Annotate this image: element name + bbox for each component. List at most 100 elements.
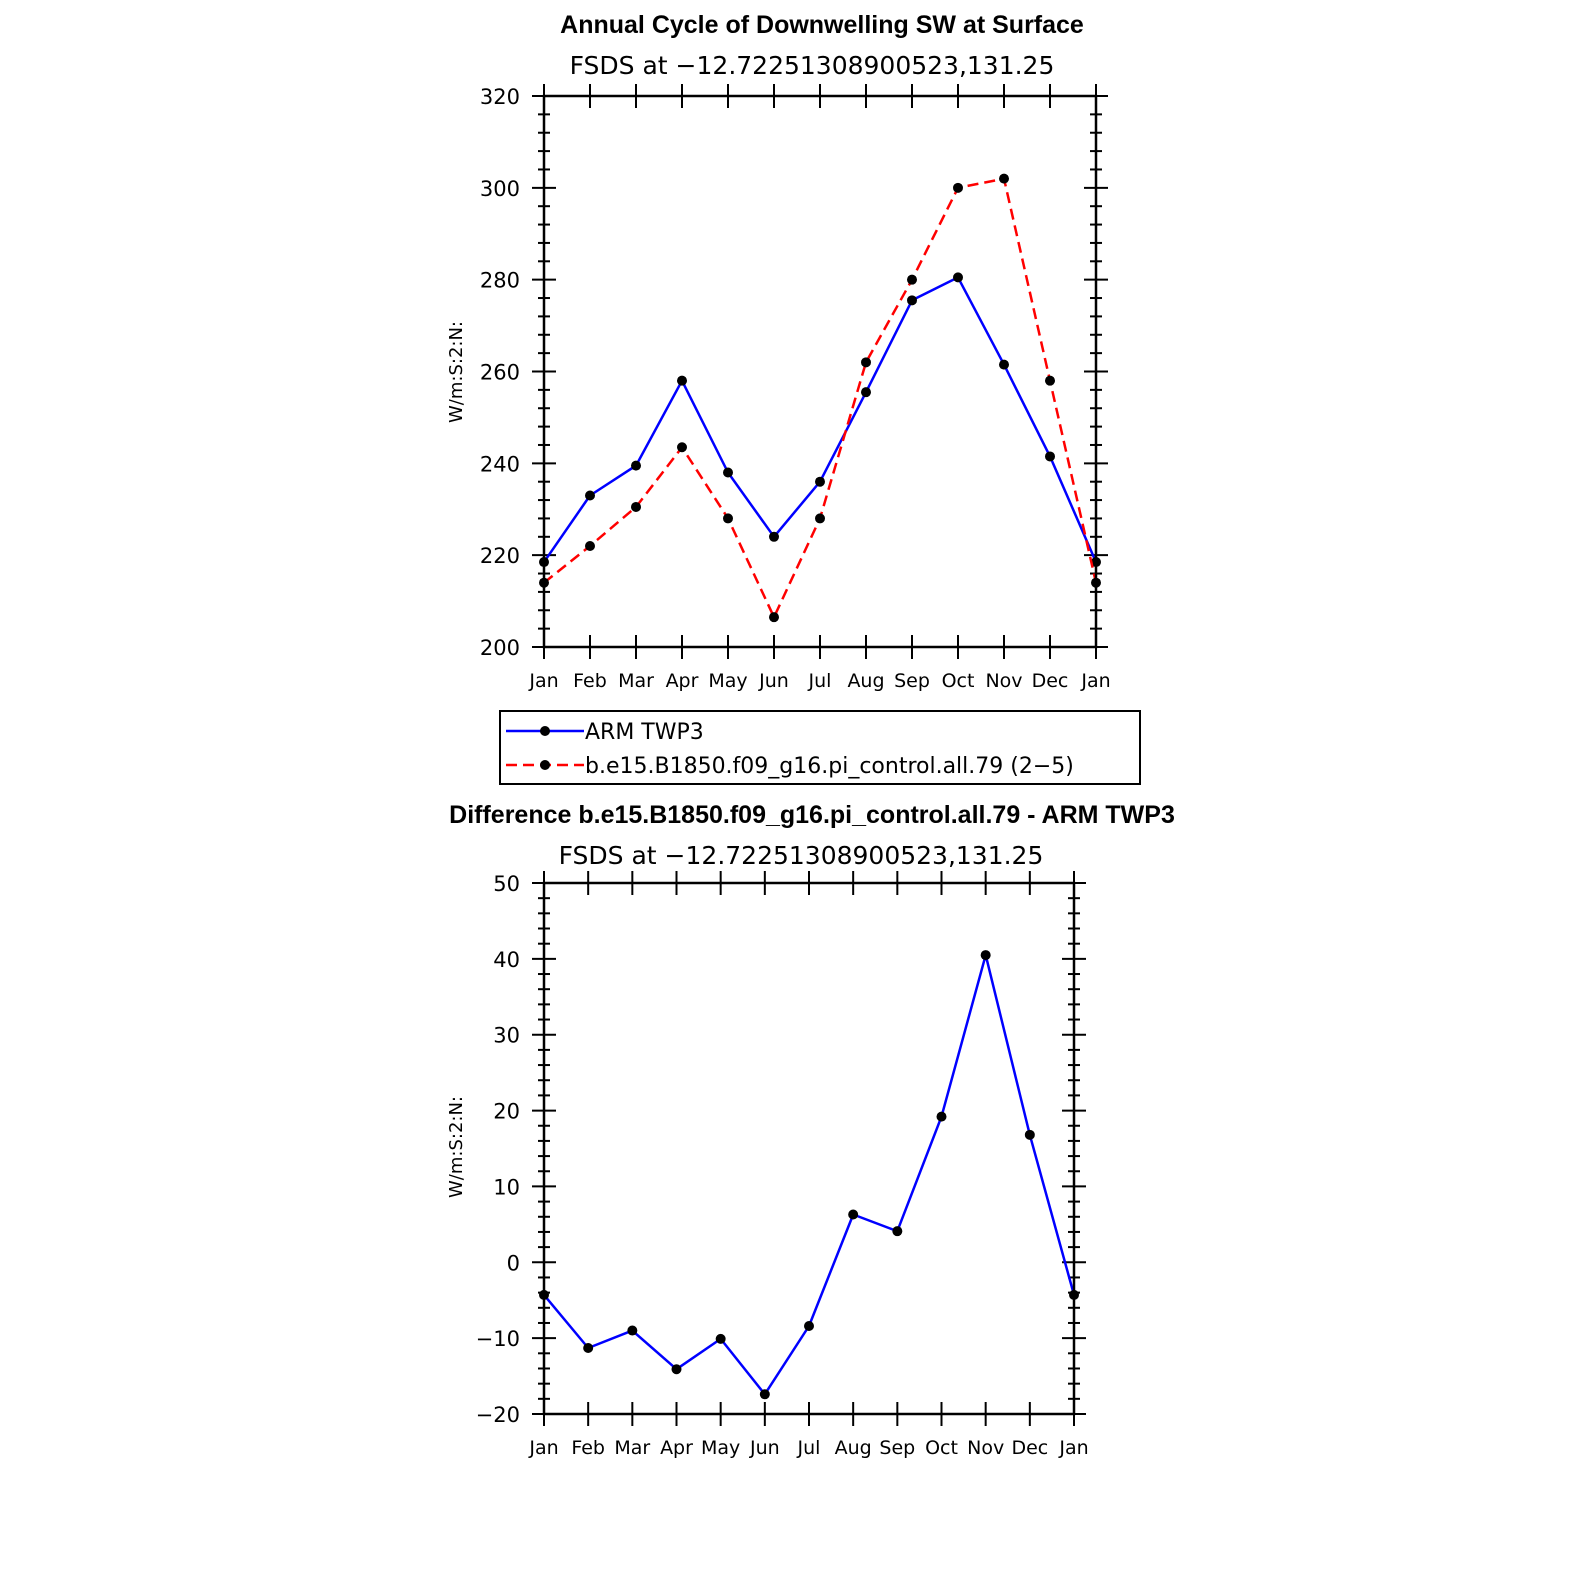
y-tick-label: 320 [480,85,520,109]
x-tick-label: Jan [528,670,558,692]
x-tick-label: Jun [749,1437,780,1459]
y-tick-label: 40 [493,948,520,972]
y-tick-label: 300 [480,177,520,201]
chart-bottom: Difference b.e15.B1850.f09_g16.pi_contro… [446,801,1175,1459]
chart-bottom-series [539,950,1079,1400]
legend-marker-model [540,760,550,770]
y-tick-label: 0 [507,1251,520,1275]
series-0-point [907,295,917,306]
x-tick-label: Feb [571,1437,605,1459]
series-1-point [631,501,641,512]
series-0-point [861,387,871,398]
series-0-point [671,1364,682,1375]
series-0-point [848,1209,859,1220]
chart-bottom-ticks [532,871,1086,1426]
x-tick-label: Aug [847,670,884,692]
x-tick-label: Oct [925,1437,958,1459]
series-0-point [759,1389,770,1400]
x-tick-label: Nov [967,1437,1004,1459]
series-0-point [815,476,825,487]
x-tick-label: Apr [660,1437,693,1459]
chart-top-ticks [532,84,1108,659]
y-tick-label: −20 [476,1403,520,1427]
series-1-point [907,274,917,285]
chart-bottom-ylabel: W/m:S:2:N: [446,1096,467,1198]
chart-bottom-subtitle: FSDS at −12.72251308900523,131.25 [559,841,1044,870]
series-0-point [936,1111,947,1122]
x-tick-label: Jan [528,1437,558,1459]
chart-bottom-title: Difference b.e15.B1850.f09_g16.pi_contro… [449,801,1175,829]
series-0-point [804,1321,814,1332]
x-tick-label: Jul [808,670,832,692]
series-1-point [953,182,963,193]
y-tick-label: 280 [480,269,520,293]
chart-bottom-frame [542,881,1076,1416]
y-tick-label: 220 [480,544,520,568]
chart-top-xtick-labels: Jan Feb Mar Apr May Jun Jul Aug Sep Oct Nov Dec Jan [528,670,1110,692]
x-tick-label: Sep [894,670,930,692]
x-tick-label: Nov [985,670,1022,692]
legend-marker-arm [540,726,550,736]
legend-box [499,710,1141,785]
series-0-point [892,1226,903,1237]
x-tick-label: Dec [1032,670,1069,692]
x-tick-label: Jan [1058,1437,1088,1459]
series-0-point [1045,451,1055,462]
x-tick-label: Oct [942,670,975,692]
series-1-point [769,612,779,623]
chart-top-series [539,173,1101,623]
y-tick-label: 30 [493,1024,520,1048]
series-1-point [815,513,825,524]
series-0-point [715,1333,726,1344]
legend: ARM TWP3 b.e15.B1850.f09_g16.pi_control.… [499,710,1141,785]
chart-bottom-xtick-labels: Jan Feb Mar Apr May Jun Jul Aug Sep Oct Nov Dec Jan [528,1437,1088,1459]
series-line-1 [543,177,1098,619]
legend-label-model: b.e15.B1850.f09_g16.pi_control.all.79 (2… [585,754,1074,779]
chart-top-title: Annual Cycle of Downwelling SW at Surfac… [560,11,1084,39]
y-tick-label: 240 [480,452,520,476]
legend-label-arm: ARM TWP3 [585,720,704,745]
series-0-point [627,1325,638,1336]
y-tick-label: 50 [493,872,520,896]
x-tick-label: May [701,1437,740,1459]
x-tick-label: Dec [1011,1437,1048,1459]
y-tick-label: −10 [476,1327,520,1351]
series-1-point [1045,375,1055,386]
x-tick-label: Mar [614,1437,650,1459]
chart-top-subtitle: FSDS at −12.72251308900523,131.25 [570,51,1055,80]
series-1-point [999,173,1009,184]
series-0-point [1024,1129,1035,1140]
x-tick-label: May [708,670,747,692]
chart-top-ytick-labels: 200 220 240 260 280 300 320 [480,85,520,660]
chart-top-ylabel: W/m:S:2:N: [446,321,467,423]
x-tick-label: Apr [666,670,699,692]
series-1-point [861,357,871,368]
chart-top-frame [542,94,1098,649]
series-0-point [999,359,1009,370]
x-tick-label: Jan [1080,670,1110,692]
series-1-point [677,442,687,453]
series-0-point [677,375,687,386]
series-1-point [585,540,595,551]
series-0-point [585,490,595,501]
y-tick-label: 200 [480,636,520,660]
x-tick-label: Jun [758,670,789,692]
series-0-point [723,467,733,478]
series-1-point [723,513,733,524]
series-0-point [953,272,963,283]
x-tick-label: Jul [797,1437,821,1459]
series-0-point [769,531,779,542]
x-tick-label: Mar [618,670,654,692]
chart-top: Annual Cycle of Downwelling SW at Surfac… [446,11,1111,692]
y-tick-label: 20 [493,1100,520,1124]
y-tick-label: 260 [480,361,520,385]
x-tick-label: Sep [879,1437,915,1459]
y-tick-label: 10 [493,1175,520,1199]
x-tick-label: Feb [573,670,607,692]
chart-bottom-ytick-labels: −20 −10 0 10 20 30 40 50 [476,872,520,1427]
series-0-point [980,950,991,961]
series-0-point [631,460,641,471]
series-0-point [583,1343,594,1354]
x-tick-label: Aug [835,1437,872,1459]
